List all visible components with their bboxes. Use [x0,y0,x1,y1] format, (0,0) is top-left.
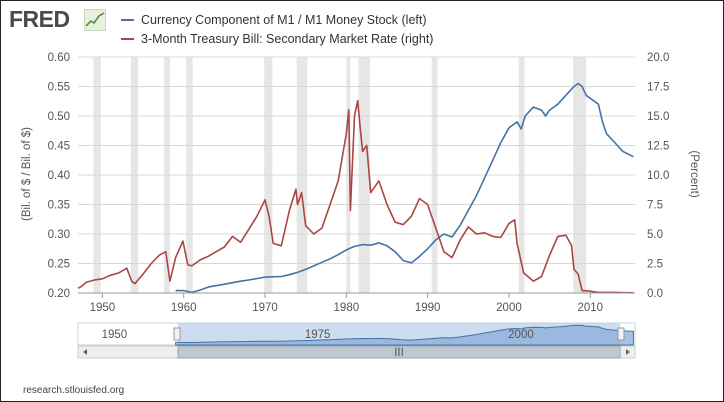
legend-label: Currency Component of M1 / M1 Money Stoc… [141,12,427,27]
series-line-tbill-rate [77,99,634,294]
legend-item-currency-ratio[interactable]: Currency Component of M1 / M1 Money Stoc… [121,10,433,29]
left-tick-label: 0.20 [48,288,70,300]
legend-swatch-blue [121,18,134,21]
legend-label: 3-Month Treasury Bill: Secondary Market … [141,31,434,46]
left-tick-label: 0.35 [48,200,70,212]
right-tick-label: 20.0 [647,52,669,64]
navigator-series [175,324,634,346]
source-credit: research.stlouisfed.org [23,385,125,396]
left-tick-label: 0.30 [48,229,70,241]
right-tick-label: 0.0 [647,288,663,300]
range-navigator[interactable]: 1950 1975 2000 III [77,322,636,359]
x-tick-label: 1970 [252,302,278,314]
left-tick-label: 0.60 [48,52,70,64]
scroll-left-arrow-icon[interactable] [83,349,87,355]
scroll-right-arrow-icon[interactable] [626,349,630,355]
logo-sparkline-icon [84,9,106,31]
x-tick-label: 1960 [171,302,197,314]
right-tick-label: 7.5 [647,200,663,212]
x-tick-label: 2010 [577,302,603,314]
left-tick-label: 0.40 [48,170,70,182]
series-line-currency-ratio [175,82,634,294]
right-tick-label: 2.5 [647,259,663,271]
scrollbar-grip: III [394,347,404,359]
x-tick-label: 1990 [415,302,441,314]
left-axis-label: (Bil. of $ / Bil. of $) [21,127,33,221]
left-tick-label: 0.55 [48,82,70,94]
x-tick-label: 1980 [334,302,360,314]
right-axis-label: (Percent) [688,150,700,197]
navigator-label: 2000 [508,329,534,341]
left-tick-label: 0.25 [48,259,70,271]
left-tick-label: 0.45 [48,141,70,153]
navigator-handle-right[interactable] [617,327,625,341]
right-tick-label: 10.0 [647,170,669,182]
legend-swatch-red [121,37,134,40]
legend-item-tbill-rate[interactable]: 3-Month Treasury Bill: Secondary Market … [121,29,433,48]
scrollbar-thumb[interactable] [177,345,621,359]
navigator-handle-left[interactable] [173,327,181,341]
left-tick-label: 0.50 [48,111,70,123]
navigator-label: 1975 [305,329,331,341]
right-tick-label: 15.0 [647,111,669,123]
navigator-label: 1950 [102,329,128,341]
fred-logo: FRED [9,6,70,32]
right-tick-label: 17.5 [647,82,669,94]
right-tick-label: 5.0 [647,229,663,241]
x-tick-label: 1950 [90,302,116,314]
chart-legend: Currency Component of M1 / M1 Money Stoc… [121,10,433,48]
x-tick-label: 2000 [496,302,522,314]
right-tick-label: 12.5 [647,141,669,153]
